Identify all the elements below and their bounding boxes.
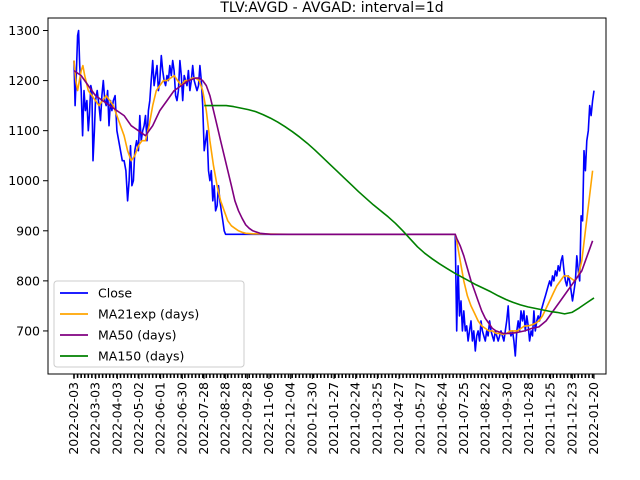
y-tick-label: 800	[16, 273, 40, 288]
y-tick-label: 1000	[8, 173, 40, 188]
x-tick-label: 2022-06-01	[153, 382, 168, 455]
x-tick-label: 2021-02-24	[348, 382, 363, 455]
x-tick-label: 2022-12-04	[283, 382, 298, 455]
x-tick-label: 2021-12-23	[564, 382, 579, 455]
x-minor-ticks	[73, 374, 594, 378]
y-tick-label: 1200	[8, 73, 40, 88]
legend-label: MA21exp (days)	[98, 307, 199, 322]
x-tick-label: 2021-04-27	[391, 382, 406, 455]
x-tick-label: 2021-07-25	[456, 382, 471, 455]
x-tick-label: 2021-06-24	[434, 382, 449, 455]
x-tick-label: 2021-09-30	[499, 382, 514, 455]
y-tick-label: 1300	[8, 23, 40, 38]
y-tick-label: 700	[16, 323, 40, 338]
x-tick-label: 2022-01-20	[586, 382, 601, 455]
x-tick-label: 2020-12-30	[304, 382, 319, 455]
legend-label: MA50 (days)	[98, 328, 176, 343]
series-line-ma21exp-days	[73, 60, 594, 336]
series-lines	[73, 29, 595, 357]
y-tick-label: 1100	[8, 123, 40, 138]
series-line-close	[73, 29, 595, 357]
x-tick-label: 2021-10-28	[521, 382, 536, 455]
x-tick-label: 2022-09-28	[239, 382, 254, 455]
x-tick-label: 2022-03-03	[88, 382, 103, 455]
chart-title: TLV:AVGD - AVGAD: interval=1d	[219, 0, 443, 16]
x-tick-label: 2022-05-02	[131, 382, 146, 455]
x-tick-label: 2021-05-27	[413, 382, 428, 455]
x-tick-label: 2021-01-27	[326, 382, 341, 455]
legend-label: Close	[98, 286, 132, 301]
plot-area: 2022-02-03 2022-03-03 2022-04-03 2022-05-02…	[8, 23, 601, 455]
series-line-ma150-days	[204, 104, 595, 315]
x-tick-label: 2021-11-25	[543, 382, 558, 455]
y-tick-label: 900	[16, 223, 40, 238]
series-line-ma50-days	[73, 69, 594, 335]
x-tick-label: 2021-08-22	[478, 382, 493, 455]
axes-frame	[47, 17, 607, 375]
x-tick-label: 2022-06-30	[174, 382, 189, 455]
x-tick-label: 2022-11-06	[261, 382, 276, 455]
x-tick-label: 2021-03-25	[369, 382, 384, 455]
x-tick-label: 2022-07-28	[196, 382, 211, 455]
x-tick-label: 2022-04-03	[109, 382, 124, 455]
x-tick-label: 2022-08-28	[218, 382, 233, 455]
legend: Close MA21exp (days) MA50 (days) MA150 (day…	[53, 280, 245, 368]
legend-label: MA150 (days)	[98, 349, 184, 364]
legend-box	[53, 280, 245, 368]
x-tick-label: 2022-02-03	[66, 382, 81, 455]
